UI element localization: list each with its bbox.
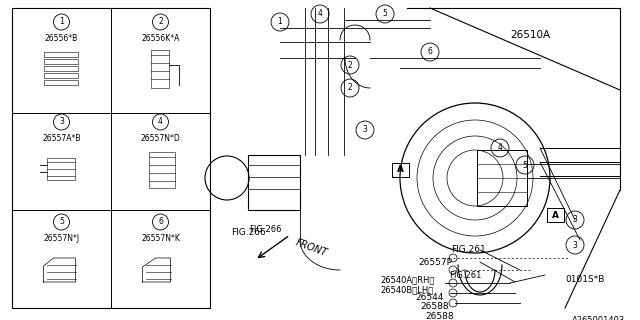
- Text: 26540A〈RH〉: 26540A〈RH〉: [380, 275, 435, 284]
- Text: FIG.261: FIG.261: [449, 271, 481, 280]
- Text: 26556*B: 26556*B: [45, 34, 78, 43]
- Text: 6: 6: [428, 47, 433, 57]
- Text: 5: 5: [523, 161, 527, 170]
- Text: FIG.266: FIG.266: [230, 228, 266, 237]
- Text: 3: 3: [573, 241, 577, 250]
- Bar: [150, 50, 168, 88]
- Text: 26557N*D: 26557N*D: [141, 134, 180, 143]
- Text: 2: 2: [158, 18, 163, 27]
- Bar: [12, 8, 210, 308]
- Text: 26557A*B: 26557A*B: [42, 134, 81, 143]
- Text: 26544: 26544: [415, 293, 444, 302]
- Bar: [547, 208, 563, 222]
- Bar: [47, 158, 74, 180]
- Text: 6: 6: [158, 218, 163, 227]
- Text: 26510A: 26510A: [510, 30, 550, 40]
- Text: 26540B〈LH〉: 26540B〈LH〉: [380, 285, 433, 294]
- Bar: [44, 80, 77, 85]
- Text: 5: 5: [59, 218, 64, 227]
- Text: 26557N*J: 26557N*J: [44, 234, 79, 243]
- Text: 3: 3: [363, 125, 367, 134]
- Text: FIG.266: FIG.266: [249, 225, 281, 234]
- Text: 4: 4: [497, 143, 502, 153]
- Text: 26588: 26588: [420, 302, 449, 311]
- Text: 3: 3: [573, 215, 577, 225]
- Text: 4: 4: [317, 10, 323, 19]
- Text: 1: 1: [59, 18, 64, 27]
- Text: 2: 2: [348, 84, 353, 92]
- Text: 2: 2: [348, 60, 353, 69]
- Text: 1: 1: [278, 18, 282, 27]
- Text: A: A: [397, 165, 403, 174]
- Bar: [148, 152, 175, 188]
- Text: 4: 4: [158, 117, 163, 126]
- Text: 0101S*B: 0101S*B: [565, 275, 604, 284]
- Text: A265001403: A265001403: [572, 316, 625, 320]
- Text: FRONT: FRONT: [294, 237, 329, 258]
- Text: FIG.261: FIG.261: [451, 245, 485, 254]
- Text: 26557N*K: 26557N*K: [141, 234, 180, 243]
- Bar: [392, 163, 408, 177]
- Text: A: A: [552, 211, 559, 220]
- Bar: [44, 59, 77, 64]
- Bar: [44, 52, 77, 57]
- Bar: [477, 150, 527, 206]
- Bar: [44, 66, 77, 71]
- Text: 5: 5: [383, 10, 387, 19]
- Bar: [44, 73, 77, 78]
- Text: 26556K*A: 26556K*A: [141, 34, 180, 43]
- Text: 26557P: 26557P: [418, 258, 452, 267]
- Bar: [248, 155, 300, 210]
- Text: 26588: 26588: [425, 312, 454, 320]
- Text: 3: 3: [59, 117, 64, 126]
